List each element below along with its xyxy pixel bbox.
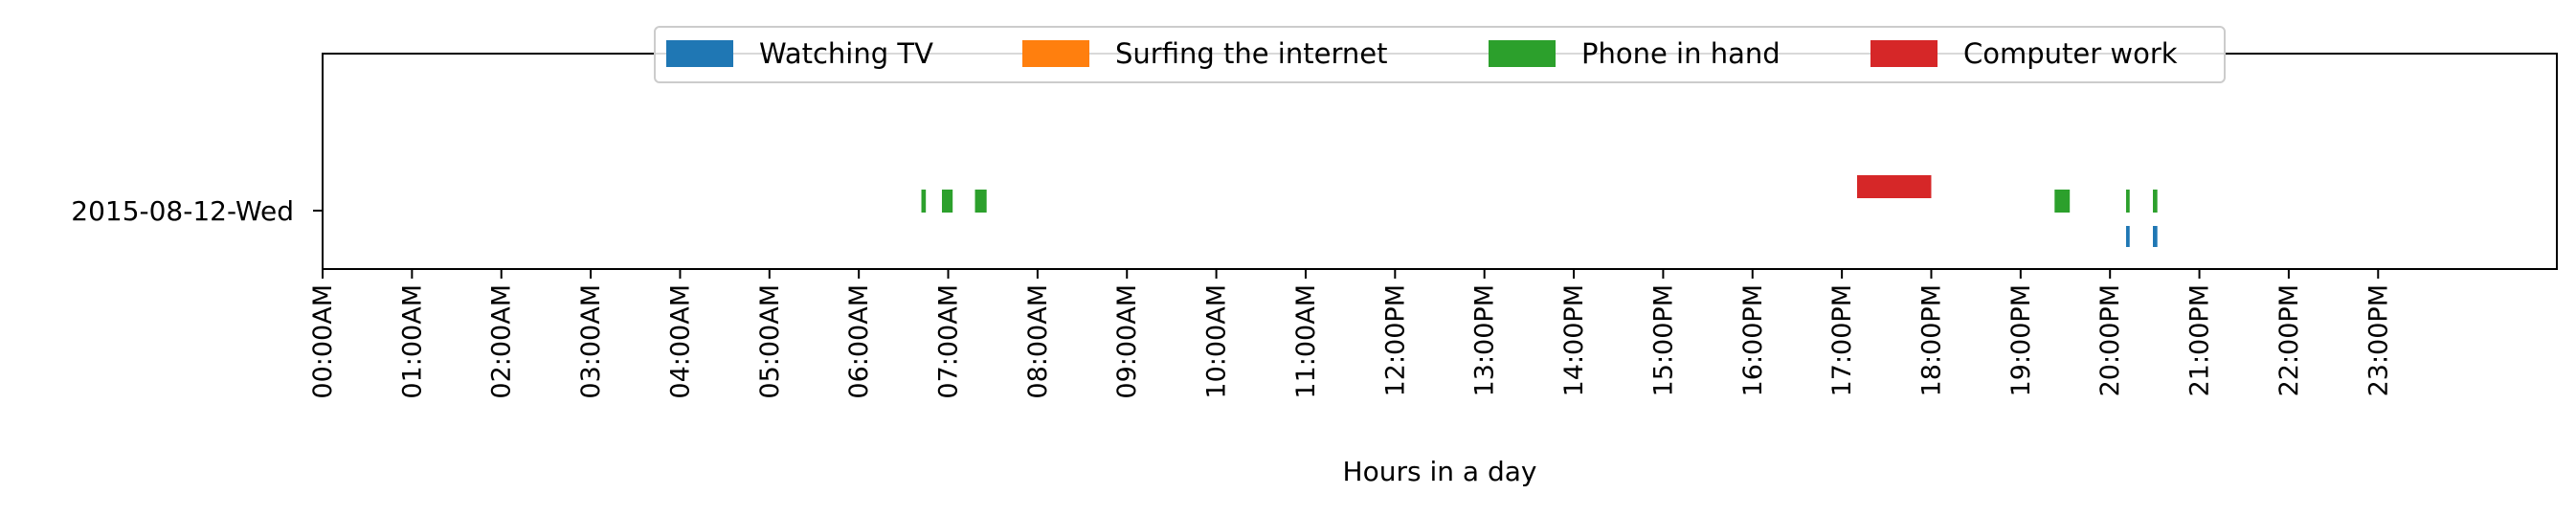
x-tick-label-16: 16:00PM <box>1738 284 1768 396</box>
x-tick-label-18: 18:00PM <box>1916 284 1946 396</box>
x-tick-label-11: 11:00AM <box>1291 284 1321 399</box>
bars-layer <box>921 175 2158 247</box>
x-tick-label-5: 05:00AM <box>755 284 785 399</box>
legend-swatch-1 <box>1022 40 1089 67</box>
x-tick-label-20: 20:00PM <box>2095 284 2125 396</box>
legend-label-2: Phone in hand <box>1581 37 1781 70</box>
bar-phone-in-hand-2 <box>974 190 987 213</box>
x-tick-label-8: 08:00AM <box>1023 284 1053 399</box>
x-tick-label-1: 01:00AM <box>397 284 427 399</box>
bar-phone-in-hand-0 <box>921 190 927 213</box>
x-tick-label-9: 09:00AM <box>1112 284 1142 399</box>
bar-phone-in-hand-1 <box>941 190 953 213</box>
x-tick-label-15: 15:00PM <box>1648 284 1678 396</box>
x-tick-label-10: 10:00AM <box>1202 284 1232 399</box>
legend-label-3: Computer work <box>1963 37 2178 70</box>
x-tick-label-0: 00:00AM <box>308 284 338 399</box>
legend-label-0: Watching TV <box>759 37 933 70</box>
x-tick-label-12: 12:00PM <box>1380 284 1410 396</box>
x-tick-label-17: 17:00PM <box>1827 284 1857 396</box>
bar-phone-in-hand-4 <box>2126 190 2130 213</box>
legend: Watching TV Surfing the internet Phone in … <box>654 26 2226 83</box>
y-axis: 2015-08-12-Wed <box>71 195 323 227</box>
legend-swatch-0 <box>666 40 733 67</box>
x-tick-label-13: 13:00PM <box>1470 284 1500 396</box>
bar-phone-in-hand-3 <box>2054 190 2071 213</box>
x-tick-label-3: 03:00AM <box>576 284 606 399</box>
x-tick-label-14: 14:00PM <box>1559 284 1589 396</box>
bar-computer-work-0 <box>1856 175 1932 198</box>
y-tick-label-0: 2015-08-12-Wed <box>71 195 294 227</box>
x-tick-label-21: 21:00PM <box>2185 284 2215 396</box>
x-axis-label: Hours in a day <box>1343 456 1537 487</box>
plot-frame <box>322 53 2558 270</box>
x-tick-label-4: 04:00AM <box>665 284 695 399</box>
legend-swatch-2 <box>1489 40 1556 67</box>
legend-swatch-3 <box>1870 40 1938 67</box>
legend-label-1: Surfing the internet <box>1115 37 1387 70</box>
bar-watching-tv-0 <box>2126 226 2130 247</box>
x-tick-label-23: 23:00PM <box>2363 284 2393 396</box>
x-tick-label-22: 22:00PM <box>2274 284 2304 396</box>
x-tick-label-19: 19:00PM <box>2006 284 2036 396</box>
x-tick-label-7: 07:00AM <box>934 284 964 399</box>
x-tick-label-6: 06:00AM <box>844 284 874 399</box>
x-axis: 00:00AM 01:00AM 02:00AM 03:00AM 04:00AM 05:00… <box>308 269 2393 399</box>
bar-watching-tv-1 <box>2153 226 2158 247</box>
bar-phone-in-hand-5 <box>2153 190 2158 213</box>
x-tick-label-2: 02:00AM <box>487 284 517 399</box>
